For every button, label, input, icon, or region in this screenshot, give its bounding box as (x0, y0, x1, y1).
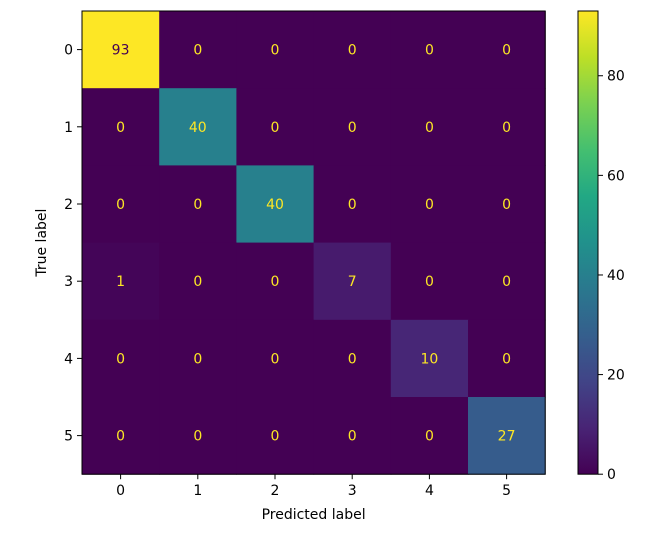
x-tick-label-1: 1 (193, 483, 202, 499)
cell-value-r2-c1: 0 (193, 197, 202, 213)
heatmap-cell-r5-c4 (390, 397, 469, 475)
cell-value-labels: 93 0 0 0 0 00 40 0 0 0 00 0 40 0 0 01 0 0 7 0 00 0 0 0 10 00 0 0 0 0 2… (112, 43, 516, 445)
heatmap-cell-r2-c4 (390, 165, 469, 244)
heatmap-cell-r0-c3 (313, 11, 392, 89)
cell-value-r5-c2: 0 (271, 429, 280, 445)
x-axis-ticks: 0 1 2 3 4 5 (116, 474, 511, 499)
cell-value-r3-c5: 0 (502, 274, 511, 290)
cell-value-r0-c3: 0 (348, 43, 357, 59)
cell-value-r1-c1: 40 (189, 120, 207, 136)
cell-value-r3-c2: 0 (271, 274, 280, 290)
cell-value-r3-c1: 0 (193, 274, 202, 290)
cell-value-r5-c5: 27 (498, 429, 516, 445)
heatmap-cell-r1-c3 (313, 88, 392, 166)
heatmap-cell-r1-c2 (236, 88, 315, 166)
y-tick-label-4: 4 (64, 351, 73, 367)
cell-value-r2-c2: 40 (266, 197, 284, 213)
heatmap-cell-r3-c1 (159, 242, 237, 321)
heatmap-cell-r1-c4 (390, 88, 469, 166)
cell-value-r5-c1: 0 (193, 429, 202, 445)
heatmap-cell-r3-c5 (468, 242, 546, 321)
cell-value-r5-c4: 0 (425, 429, 434, 445)
heatmap-cell-r4-c1 (159, 319, 237, 398)
cell-value-r0-c4: 0 (425, 43, 434, 59)
heatmap-cell-r3-c3 (313, 242, 392, 321)
heatmap-cell-r1-c0 (82, 88, 160, 166)
heatmap-cell-r3-c2 (236, 242, 315, 321)
heatmap-cell-r4-c2 (236, 319, 315, 398)
colorbar-ticks: 0 20 40 60 80 (598, 69, 625, 483)
heatmap-cell-r1-c1 (159, 88, 237, 166)
heatmap-cell-r2-c1 (159, 165, 237, 244)
x-tick-label-4: 4 (425, 483, 434, 499)
cell-value-r4-c4: 10 (420, 351, 438, 367)
cell-value-r4-c3: 0 (348, 351, 357, 367)
cell-value-r1-c3: 0 (348, 120, 357, 136)
heatmap-cell-r0-c4 (390, 11, 469, 89)
cell-value-r0-c1: 0 (193, 43, 202, 59)
cell-value-r3-c4: 0 (425, 274, 434, 290)
heatmap-cell-r5-c2 (236, 397, 315, 475)
cell-value-r1-c5: 0 (502, 120, 511, 136)
y-axis-title: True label (34, 209, 50, 278)
heatmap-cell-r4-c4 (390, 319, 469, 398)
x-tick-label-5: 5 (502, 483, 511, 499)
y-tick-label-2: 2 (64, 197, 73, 213)
colorbar-tick-label-80: 80 (607, 69, 625, 85)
heatmap-cell-r4-c0 (82, 319, 160, 398)
y-tick-label-0: 0 (64, 43, 73, 59)
colorbar-tick-label-40: 40 (607, 268, 625, 284)
y-axis-ticks: 0 1 2 3 4 5 (64, 43, 82, 445)
heatmap-cell-r5-c3 (313, 397, 392, 475)
cell-value-r5-c3: 0 (348, 429, 357, 445)
plot-frame (81, 10, 546, 475)
heatmap-cell-r5-c0 (82, 397, 160, 475)
cell-value-r2-c5: 0 (502, 197, 511, 213)
heatmap-cell-r3-c0 (82, 242, 160, 321)
heatmap-cell-r5-c5 (468, 397, 546, 475)
cell-value-r4-c1: 0 (193, 351, 202, 367)
y-tick-label-1: 1 (64, 120, 73, 136)
y-tick-label-5: 5 (64, 429, 73, 445)
heatmap-cell-r0-c1 (159, 11, 237, 89)
heatmap-cell-r5-c1 (159, 397, 237, 475)
cell-value-r4-c5: 0 (502, 351, 511, 367)
x-tick-label-2: 2 (271, 483, 280, 499)
heatmap-cell-r2-c0 (82, 165, 160, 244)
colorbar-tick-label-20: 20 (607, 368, 625, 384)
x-axis-title: Predicted label (262, 507, 366, 523)
cell-value-r0-c5: 0 (502, 43, 511, 59)
cell-value-r4-c0: 0 (116, 351, 125, 367)
cell-value-r0-c0: 93 (112, 43, 130, 59)
cell-value-r2-c0: 0 (116, 197, 125, 213)
x-tick-label-0: 0 (116, 483, 125, 499)
heatmap-cells (82, 11, 546, 475)
cell-value-r2-c4: 0 (425, 197, 434, 213)
y-tick-label-3: 3 (64, 274, 73, 290)
colorbar-tick-label-60: 60 (607, 168, 625, 184)
cell-value-r1-c0: 0 (116, 120, 125, 136)
heatmap-cell-r2-c3 (313, 165, 392, 244)
heatmap-cell-r4-c3 (313, 319, 392, 398)
cell-value-r4-c2: 0 (271, 351, 280, 367)
cell-value-r1-c4: 0 (425, 120, 434, 136)
cell-value-r5-c0: 0 (116, 429, 125, 445)
cell-value-r3-c0: 1 (116, 274, 125, 290)
colorbar-tick-label-0: 0 (607, 467, 616, 483)
heatmap-cell-r3-c4 (390, 242, 469, 321)
heatmap-cell-r1-c5 (468, 88, 546, 166)
cell-value-r1-c2: 0 (271, 120, 280, 136)
heatmap-cell-r0-c5 (468, 11, 546, 89)
heatmap-cell-r0-c0 (82, 11, 160, 89)
heatmap-cell-r0-c2 (236, 11, 315, 89)
heatmap-cell-r4-c5 (468, 319, 546, 398)
heatmap-cell-r2-c5 (468, 165, 546, 244)
x-tick-label-3: 3 (348, 483, 357, 499)
cell-value-r2-c3: 0 (348, 197, 357, 213)
cell-value-r0-c2: 0 (271, 43, 280, 59)
heatmap-cell-r2-c2 (236, 165, 315, 244)
cell-value-r3-c3: 7 (348, 274, 357, 290)
colorbar (577, 10, 599, 475)
